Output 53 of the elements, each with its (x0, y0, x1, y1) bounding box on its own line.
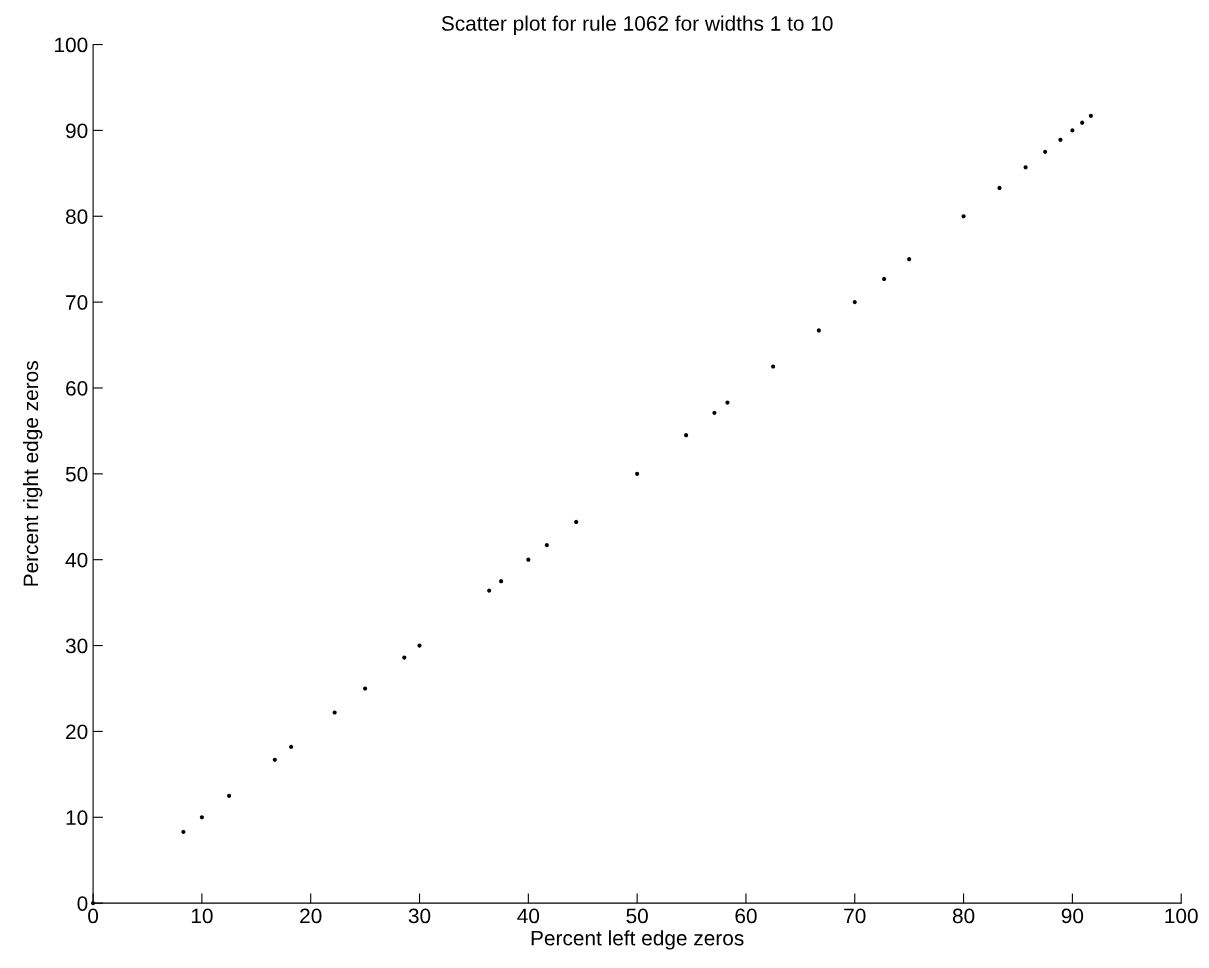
y-tick-label: 70 (66, 295, 88, 310)
y-tick-label: 10 (66, 810, 88, 826)
point (272, 757, 277, 762)
point (181, 829, 186, 834)
point (199, 815, 204, 820)
y-tick-label: 0 (77, 896, 88, 911)
point (997, 185, 1002, 190)
y-tick-label: 100 (55, 37, 88, 53)
point (91, 901, 96, 906)
y-tick-label: 80 (65, 209, 88, 225)
point (1043, 149, 1048, 154)
y-tick-label: 40 (65, 552, 88, 568)
point (499, 579, 504, 584)
point (289, 744, 294, 749)
point (725, 400, 730, 405)
y-tick-label: 50 (65, 466, 88, 482)
x-tick-label: 30 (408, 908, 431, 924)
point (635, 471, 640, 476)
y-tick-label: 60 (66, 380, 88, 396)
x-tick-label: 90 (1061, 908, 1084, 924)
point (771, 364, 776, 369)
point (417, 643, 422, 648)
point (363, 686, 368, 691)
x-tick-label: 20 (300, 908, 322, 924)
point (227, 793, 232, 798)
point (907, 257, 912, 262)
x-tick-label: 10 (191, 908, 213, 924)
point (1088, 113, 1093, 118)
point (852, 300, 857, 305)
point (544, 543, 549, 548)
y-tick-label: 90 (66, 123, 88, 139)
point (574, 519, 579, 524)
point (882, 276, 887, 282)
x-tick-label: 100 (1165, 908, 1198, 924)
point (712, 410, 717, 415)
chart-title: Scatter plot for rule 1062 for widths 1 to 10 (441, 15, 833, 35)
x-axis-title: Percent left edge zeros (531, 930, 744, 950)
x-tick-label: 70 (844, 908, 866, 924)
point (1080, 120, 1085, 125)
point (526, 557, 531, 562)
point (1058, 137, 1063, 142)
x-tick-label: 40 (517, 908, 540, 924)
y-axis-title: Percent right edge zeros (22, 361, 43, 586)
x-tick-label: 80 (952, 908, 975, 924)
x-tick-label: 0 (88, 908, 99, 924)
y-tick-label: 30 (65, 638, 88, 654)
point (961, 214, 966, 219)
y-tick-label: 20 (66, 724, 88, 740)
x-tick-label: 60 (735, 908, 757, 924)
point (487, 588, 492, 593)
point (684, 433, 689, 438)
point (816, 328, 821, 333)
x-tick-label: 50 (626, 908, 648, 924)
